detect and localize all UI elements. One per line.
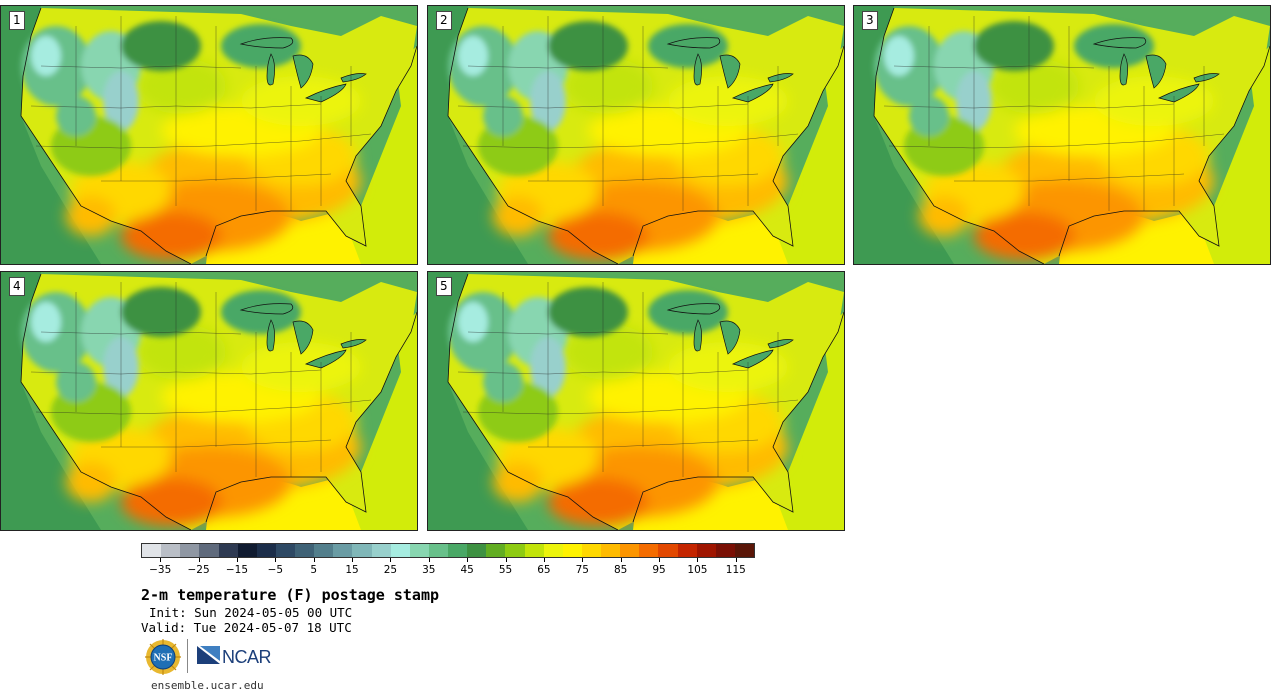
colorbar-tick: [543, 558, 545, 562]
colorbar-tick: [620, 558, 622, 562]
colorbar-tick: [236, 558, 238, 562]
colorbar-segment: [428, 544, 448, 557]
colorbar-segment: [505, 544, 525, 557]
nsf-logo-text: NSF: [154, 653, 173, 664]
colorbar-tick: [659, 558, 661, 562]
colorbar-segment: [237, 544, 257, 557]
nsf-logo: NSF: [145, 639, 181, 675]
colorbar-segment: [524, 544, 544, 557]
colorbar-segment: [161, 544, 181, 557]
colorbar-tick-label: 45: [460, 564, 474, 576]
colorbar-tick-label: 75: [575, 564, 589, 576]
colorbar-segment: [409, 544, 429, 557]
valid-time: Valid: Tue 2024-05-07 18 UTC: [141, 620, 352, 635]
temperature-map: [428, 272, 844, 530]
colorbar-segment: [333, 544, 353, 557]
colorbar-segment: [639, 544, 659, 557]
panel-number-label: 2: [436, 11, 452, 30]
colorbar-segment: [581, 544, 601, 557]
colorbar-tick: [505, 558, 507, 562]
colorbar-segment: [658, 544, 678, 557]
colorbar-segment: [142, 544, 162, 557]
panel-number-label: 4: [9, 277, 25, 296]
temperature-map: [1, 6, 417, 264]
colorbar-segment: [715, 544, 735, 557]
colorbar-segment: [734, 544, 754, 557]
colorbar-tick-label: 25: [383, 564, 398, 576]
colorbar-segment: [390, 544, 410, 557]
colorbar-segment: [562, 544, 582, 557]
colorbar-tick: [313, 558, 315, 562]
colorbar-segment: [467, 544, 487, 557]
colorbar-tick: [160, 558, 162, 562]
plot-title: 2-m temperature (F) postage stamp: [141, 586, 440, 604]
colorbar-segment: [486, 544, 506, 557]
colorbar-tick: [275, 558, 277, 562]
colorbar-tick: [390, 558, 392, 562]
colorbar-tick: [198, 558, 200, 562]
init-time: Init: Sun 2024-05-05 00 UTC: [149, 605, 353, 620]
temperature-map: [1, 272, 417, 530]
colorbar-tick-label: 85: [614, 564, 628, 576]
colorbar-segment: [180, 544, 200, 557]
temperature-map: [428, 6, 844, 264]
colorbar-tick: [352, 558, 354, 562]
temperature-map: [854, 6, 1270, 264]
colorbar-tick-label: 35: [422, 564, 436, 576]
colorbar-tick-label: 95: [652, 564, 666, 576]
colorbar-tick-label: 65: [537, 564, 551, 576]
colorbar-tick-label: −25: [187, 564, 210, 576]
colorbar-tick-label: 105: [687, 564, 708, 576]
colorbar-tick: [735, 558, 737, 562]
colorbar-segment: [352, 544, 372, 557]
postage-stamp-panel: 5: [427, 271, 845, 531]
logo-divider: [187, 639, 188, 673]
colorbar-segment: [199, 544, 219, 557]
postage-stamp-panel: 3: [853, 5, 1271, 265]
colorbar-tick-label: 115: [725, 564, 746, 576]
colorbar-segment: [620, 544, 640, 557]
colorbar-segment: [543, 544, 563, 557]
colorbar-tick: [582, 558, 584, 562]
colorbar-tick-label: −15: [225, 564, 249, 576]
temperature-colorbar: [141, 543, 755, 558]
footer-url: ensemble.ucar.edu: [151, 679, 264, 692]
colorbar-segment: [448, 544, 468, 557]
colorbar-tick-label: 55: [498, 564, 513, 576]
colorbar-tick: [467, 558, 469, 562]
colorbar-tick: [428, 558, 430, 562]
panel-number-label: 5: [436, 277, 452, 296]
colorbar-segment: [314, 544, 334, 557]
postage-stamp-panel: 4: [0, 271, 418, 531]
colorbar-segment: [601, 544, 621, 557]
postage-stamp-panel: 2: [427, 5, 845, 265]
colorbar-ticks: −35 −25 −15 −5 5 15 25 35 45 55 65 75 85 95 105 115: [141, 558, 755, 578]
postage-stamp-panel: 1: [0, 5, 418, 265]
colorbar-segment: [371, 544, 391, 557]
colorbar-segment: [696, 544, 716, 557]
colorbar-segment: [295, 544, 315, 557]
colorbar-segment: [275, 544, 295, 557]
colorbar-tick-label: −5: [267, 564, 284, 576]
colorbar-tick-label: 5: [310, 564, 318, 576]
panel-number-label: 1: [9, 11, 25, 30]
colorbar-segment: [677, 544, 697, 557]
colorbar-tick: [697, 558, 699, 562]
ncar-logo: [197, 646, 220, 664]
colorbar-segment: [218, 544, 238, 557]
colorbar-segment: [256, 544, 276, 557]
panel-number-label: 3: [862, 11, 878, 30]
colorbar-tick-label: −35: [149, 564, 172, 576]
colorbar-tick-label: 15: [345, 564, 359, 576]
ncar-logo-text: NCAR: [222, 647, 272, 667]
